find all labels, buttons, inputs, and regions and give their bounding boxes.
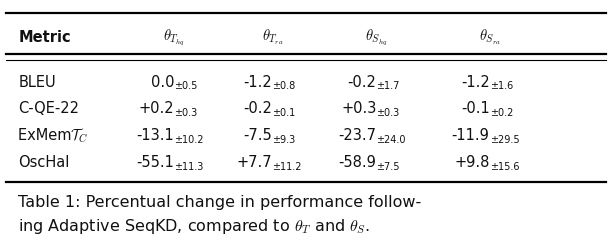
Text: +7.7: +7.7 <box>237 155 272 170</box>
Text: Metric: Metric <box>18 30 71 45</box>
Text: ±10.2: ±10.2 <box>174 135 204 145</box>
Text: ±7.5: ±7.5 <box>376 162 400 172</box>
Text: $\theta_{T_{hq}}$: $\theta_{T_{hq}}$ <box>163 27 185 47</box>
Text: ±0.1: ±0.1 <box>272 108 296 118</box>
Text: -58.9: -58.9 <box>338 155 376 170</box>
Text: -1.2: -1.2 <box>244 75 272 90</box>
Text: ±9.3: ±9.3 <box>272 135 296 145</box>
Text: -23.7: -23.7 <box>338 128 376 143</box>
Text: -0.2: -0.2 <box>348 75 376 90</box>
Text: $\theta_{S_{ra}}$: $\theta_{S_{ra}}$ <box>479 28 501 47</box>
Text: ±0.5: ±0.5 <box>174 81 198 91</box>
Text: ing Adaptive SeqKD, compared to $\theta_T$ and $\theta_S$.: ing Adaptive SeqKD, compared to $\theta_… <box>18 216 370 236</box>
Text: +0.3: +0.3 <box>341 102 376 116</box>
Text: -55.1: -55.1 <box>136 155 174 170</box>
Text: -1.2: -1.2 <box>461 75 490 90</box>
Text: ExMem: ExMem <box>18 128 76 143</box>
Text: ±24.0: ±24.0 <box>376 135 406 145</box>
Text: -0.1: -0.1 <box>461 102 490 116</box>
Text: ±0.3: ±0.3 <box>174 108 198 118</box>
Text: -11.9: -11.9 <box>452 128 490 143</box>
Text: ±1.7: ±1.7 <box>376 81 400 91</box>
Text: $\mathcal{T}_C$: $\mathcal{T}_C$ <box>70 126 89 145</box>
Text: -13.1: -13.1 <box>136 128 174 143</box>
Text: ±0.8: ±0.8 <box>272 81 296 91</box>
Text: ±1.6: ±1.6 <box>490 81 513 91</box>
Text: ±0.2: ±0.2 <box>490 108 513 118</box>
Text: ±11.3: ±11.3 <box>174 162 204 172</box>
Text: ±29.5: ±29.5 <box>490 135 519 145</box>
Text: $\theta_{T_{ra}}$: $\theta_{T_{ra}}$ <box>261 28 283 47</box>
Text: BLEU: BLEU <box>18 75 56 90</box>
Text: +9.8: +9.8 <box>454 155 490 170</box>
Text: 0.0: 0.0 <box>151 75 174 90</box>
Text: ±11.2: ±11.2 <box>272 162 302 172</box>
Text: OscHal: OscHal <box>18 155 70 170</box>
Text: +0.2: +0.2 <box>139 102 174 116</box>
Text: Table 1: Percentual change in performance follow-: Table 1: Percentual change in performanc… <box>18 195 422 210</box>
Text: $\theta_{S_{hq}}$: $\theta_{S_{hq}}$ <box>365 27 387 47</box>
Text: ±15.6: ±15.6 <box>490 162 519 172</box>
Text: ±0.3: ±0.3 <box>376 108 400 118</box>
Text: -0.2: -0.2 <box>244 102 272 116</box>
Text: C-QE-22: C-QE-22 <box>18 102 80 116</box>
Text: -7.5: -7.5 <box>244 128 272 143</box>
